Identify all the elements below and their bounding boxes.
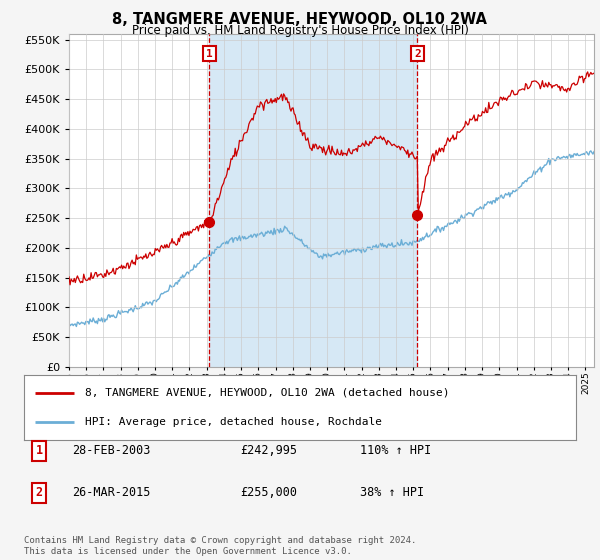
Text: 28-FEB-2003: 28-FEB-2003 [72,444,151,458]
Text: 2: 2 [35,486,43,500]
Text: £255,000: £255,000 [240,486,297,500]
Bar [209,34,418,367]
Text: Contains HM Land Registry data © Crown copyright and database right 2024.
This d: Contains HM Land Registry data © Crown c… [24,536,416,556]
Text: 8, TANGMERE AVENUE, HEYWOOD, OL10 2WA: 8, TANGMERE AVENUE, HEYWOOD, OL10 2WA [113,12,487,27]
Text: 38% ↑ HPI: 38% ↑ HPI [360,486,424,500]
Text: £242,995: £242,995 [240,444,297,458]
Text: 8, TANGMERE AVENUE, HEYWOOD, OL10 2WA (detached house): 8, TANGMERE AVENUE, HEYWOOD, OL10 2WA (d… [85,388,449,398]
Text: 26-MAR-2015: 26-MAR-2015 [72,486,151,500]
Text: HPI: Average price, detached house, Rochdale: HPI: Average price, detached house, Roch… [85,417,382,427]
Text: Price paid vs. HM Land Registry's House Price Index (HPI): Price paid vs. HM Land Registry's House … [131,24,469,36]
Text: 110% ↑ HPI: 110% ↑ HPI [360,444,431,458]
Text: 1: 1 [35,444,43,458]
Text: 2: 2 [414,49,421,59]
Text: 1: 1 [206,49,213,59]
